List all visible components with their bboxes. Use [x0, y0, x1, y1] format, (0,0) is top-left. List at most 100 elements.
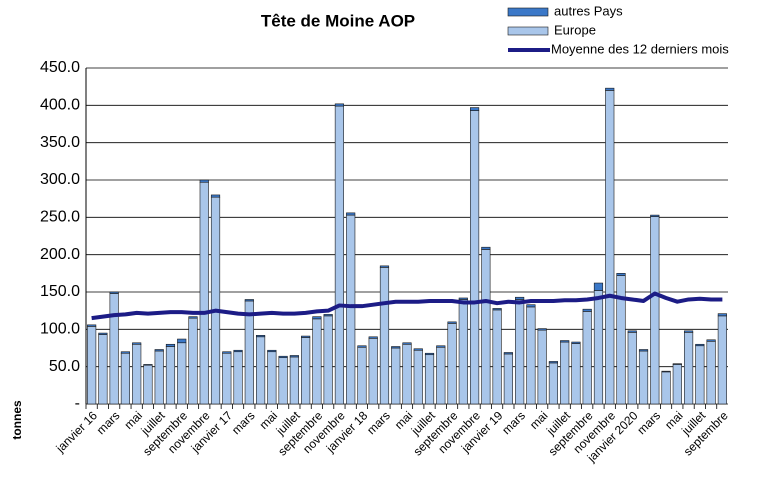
bar [593, 290, 604, 405]
bar [334, 103, 345, 107]
y-tick-label: 200.0 [40, 246, 80, 263]
bar [222, 352, 232, 405]
bar [120, 352, 131, 405]
y-tick-label: 250.0 [40, 209, 80, 226]
bar [650, 214, 660, 217]
bar [515, 299, 525, 405]
y-axis-label: tonnes [10, 400, 24, 440]
bar [616, 275, 626, 405]
bar [515, 296, 525, 300]
bar [267, 349, 277, 353]
bar [447, 321, 457, 324]
bar [638, 350, 649, 405]
x-tick-label: mars [499, 408, 528, 437]
bar [154, 350, 164, 405]
bar [368, 337, 378, 405]
bar [526, 304, 536, 308]
bar [346, 214, 356, 405]
bar [199, 181, 209, 405]
bar [177, 338, 187, 344]
bar [413, 348, 423, 351]
bar [492, 309, 502, 405]
bar [481, 249, 491, 405]
bar [503, 353, 513, 405]
bar [312, 316, 322, 320]
bar [177, 342, 187, 405]
bar [301, 335, 311, 338]
bar [188, 316, 198, 319]
bar [301, 337, 311, 405]
bar [695, 343, 705, 347]
bar [402, 342, 412, 345]
bar [526, 306, 536, 405]
bar [661, 371, 671, 405]
y-tick-label: 400.0 [40, 97, 80, 114]
bar [391, 347, 401, 405]
legend-label: autres Pays [554, 3, 623, 18]
bar [706, 339, 716, 342]
bar [334, 105, 345, 405]
bar [627, 330, 637, 333]
bar [672, 364, 682, 405]
bar [424, 352, 435, 356]
bar [706, 340, 716, 405]
bar [481, 246, 491, 250]
bar [87, 326, 97, 405]
y-tick-label: 100.0 [40, 321, 80, 338]
legend-label: Europe [554, 22, 596, 37]
bar [165, 343, 176, 347]
x-tick-label: mars [94, 408, 123, 437]
y-tick-label: 50.0 [49, 358, 80, 375]
bar [132, 343, 142, 405]
bar [255, 336, 266, 405]
bar [436, 346, 446, 405]
bar [312, 318, 322, 405]
bar [469, 110, 480, 405]
bar [278, 357, 288, 405]
bar [346, 212, 356, 216]
bar [233, 351, 243, 405]
bar [571, 343, 581, 405]
bar [323, 315, 333, 405]
bar [210, 194, 221, 198]
bar [233, 349, 243, 353]
bar [132, 342, 142, 345]
bar [278, 355, 288, 359]
bar [605, 90, 615, 405]
x-tick-label: mars [364, 408, 393, 437]
y-tick-label: 350.0 [40, 134, 80, 151]
bar [627, 332, 637, 405]
y-tick-label: 300.0 [40, 171, 80, 188]
bar [582, 308, 592, 312]
bar [120, 351, 131, 354]
bar [244, 299, 254, 302]
legend-swatch [507, 7, 549, 17]
bar [537, 328, 547, 331]
bar [413, 349, 423, 405]
bar [98, 334, 108, 405]
legend-label: Moyenne des 12 derniers mois [551, 41, 729, 56]
legend-swatch [507, 26, 549, 36]
bar [469, 107, 480, 111]
bar [717, 315, 727, 405]
bar [458, 297, 468, 300]
bar [391, 346, 401, 349]
bar [289, 356, 299, 405]
bar [165, 346, 176, 405]
y-tick-label: 450.0 [40, 59, 80, 76]
bar [199, 179, 209, 183]
bar [424, 354, 435, 405]
bar [616, 273, 626, 276]
bar [379, 265, 390, 268]
bar [109, 293, 119, 405]
bar [560, 340, 570, 343]
bar [717, 313, 727, 317]
bar [98, 332, 108, 335]
bar [537, 329, 547, 405]
bar [323, 314, 333, 317]
bar [605, 87, 615, 91]
bar [447, 323, 457, 405]
bar [255, 335, 266, 338]
bar [436, 345, 446, 348]
